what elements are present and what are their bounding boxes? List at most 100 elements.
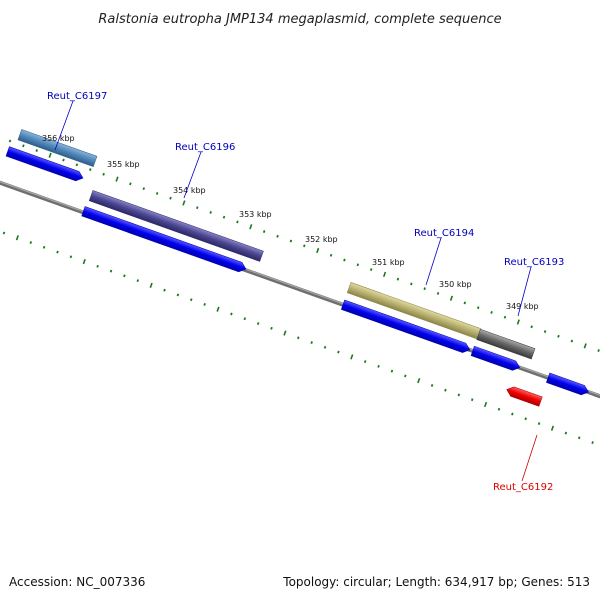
minor-tick: [497, 407, 501, 411]
gene-label-reut-c6194[interactable]: Reut_C6194: [414, 228, 474, 239]
minor-tick: [109, 269, 113, 273]
kbp-label: 352 kbp: [305, 235, 338, 244]
minor-tick: [176, 293, 180, 297]
map-title: Ralstonia eutropha JMP134 megaplasmid, c…: [98, 12, 501, 27]
major-tick: [417, 378, 421, 384]
minor-tick: [377, 364, 380, 368]
minor-tick: [503, 315, 507, 319]
feature-bar-reut-c6197[interactable]: [17, 129, 98, 167]
kbp-labels: 356 kbp 355 kbp 354 kbp 353 kbp 352 kbp …: [42, 134, 539, 311]
kbp-label: 351 kbp: [372, 258, 405, 267]
minor-tick: [136, 279, 140, 283]
minor-tick: [256, 322, 260, 325]
major-tick: [48, 152, 52, 158]
minor-tick: [163, 288, 166, 292]
minor-tick: [203, 303, 206, 306]
minor-tick: [62, 158, 65, 162]
minor-tick: [142, 187, 146, 191]
minor-tick: [297, 336, 300, 340]
minor-tick: [490, 311, 493, 314]
minor-tick: [222, 215, 226, 219]
minor-tick: [430, 383, 434, 387]
minor-tick: [102, 172, 105, 176]
minor-tick: [29, 241, 33, 244]
major-tick: [516, 319, 520, 325]
gene-label-reut-c6192[interactable]: Reut_C6192: [493, 482, 553, 493]
minor-tick: [42, 245, 46, 249]
minor-tick: [22, 144, 25, 148]
minor-tick: [404, 374, 407, 378]
minor-tick: [329, 253, 333, 257]
cds-arrow-reut-c6197[interactable]: [5, 146, 85, 183]
minor-tick: [457, 393, 461, 397]
minor-tick: [524, 417, 527, 421]
minor-tick: [2, 231, 6, 235]
minor-tick: [230, 312, 233, 316]
leader-line-reut-c6192: [521, 434, 538, 482]
minor-tick: [597, 349, 600, 353]
cds-arrow-reut-c6193[interactable]: [470, 345, 521, 372]
minor-tick: [343, 258, 346, 262]
minor-tick: [270, 326, 273, 330]
minor-tick: [190, 298, 193, 302]
minor-tick: [169, 196, 172, 200]
minor-tick: [564, 431, 568, 435]
kbp-label: 350 kbp: [439, 280, 472, 289]
major-tick: [550, 425, 555, 431]
minor-tick: [537, 422, 541, 425]
minor-tick: [410, 282, 413, 286]
minor-tick: [463, 301, 467, 305]
leader-line-reut-c6196: [183, 151, 202, 199]
kbp-label: 349 kbp: [506, 302, 539, 311]
major-tick: [316, 247, 320, 254]
minor-tick: [423, 287, 426, 291]
gene-labels: Reut_C6197 Reut_C6196 Reut_C6194 Reut_C6…: [47, 91, 564, 493]
minor-tick: [390, 369, 394, 373]
gene-label-reut-c6196[interactable]: Reut_C6196: [175, 142, 235, 153]
gene-label-reut-c6193[interactable]: Reut_C6193: [504, 257, 564, 268]
inner-tick-row: [2, 231, 594, 445]
leader-line-reut-c6194: [425, 237, 442, 286]
minor-tick: [530, 325, 533, 329]
minor-tick: [69, 255, 73, 259]
minor-tick: [323, 345, 327, 349]
minor-tick: [56, 250, 59, 254]
cds-arrow-reut-c6196[interactable]: [81, 206, 248, 273]
minor-tick: [75, 163, 79, 167]
cds-arrow-next[interactable]: [546, 372, 590, 397]
minor-tick: [209, 211, 212, 214]
minor-tick: [262, 230, 266, 233]
minor-tick: [591, 441, 594, 445]
minor-tick: [511, 412, 514, 416]
major-tick: [583, 343, 587, 349]
minor-tick: [123, 274, 126, 278]
feature-bar-reut-c6193[interactable]: [476, 328, 536, 360]
minor-tick: [243, 317, 247, 321]
minor-tick: [289, 239, 293, 243]
cds-arrow-reut-c6192[interactable]: [505, 385, 543, 407]
minor-tick: [396, 277, 400, 281]
major-tick: [15, 235, 19, 241]
major-tick: [82, 258, 86, 265]
minor-tick: [363, 360, 367, 364]
major-tick: [350, 354, 354, 360]
minor-tick: [570, 339, 574, 343]
minor-tick: [337, 350, 340, 354]
major-tick: [149, 282, 153, 289]
leader-line-reut-c6197: [54, 100, 74, 151]
cds-arrow-reut-c6194[interactable]: [340, 299, 471, 355]
kbp-label: 354 kbp: [173, 186, 206, 195]
gene-label-reut-c6197[interactable]: Reut_C6197: [47, 91, 107, 102]
minor-tick: [129, 182, 132, 186]
minor-tick: [557, 334, 560, 338]
minor-tick: [96, 264, 99, 268]
major-tick: [382, 271, 387, 277]
feature-bar-reut-c6196[interactable]: [88, 190, 264, 262]
minor-tick: [303, 244, 306, 248]
kbp-label: 356 kbp: [42, 134, 75, 143]
major-tick: [483, 401, 488, 408]
minor-tick: [310, 341, 313, 344]
major-tick: [449, 295, 454, 301]
major-tick: [216, 306, 220, 312]
